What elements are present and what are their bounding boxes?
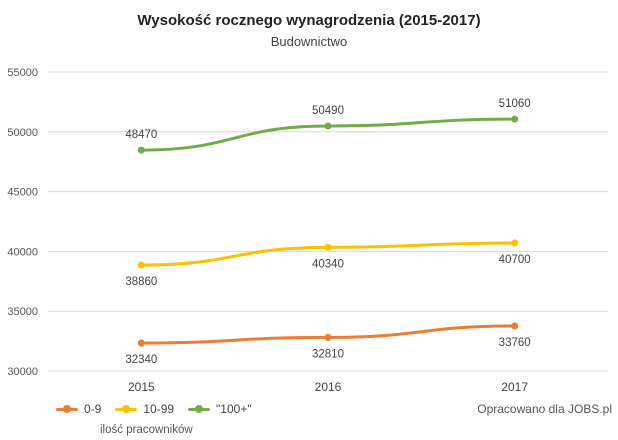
legend-item-0-9: 0-9	[56, 402, 101, 416]
data-point	[511, 239, 519, 247]
data-point	[324, 333, 332, 341]
legend-label: 10-99	[143, 402, 175, 416]
data-point	[511, 322, 519, 330]
legend: 0-9 10-99 "100+"	[56, 402, 252, 416]
data-point	[511, 115, 519, 123]
legend-item-10-99: 10-99	[115, 402, 174, 416]
legend-swatch	[115, 403, 138, 415]
x-tick-label: 2015	[128, 380, 155, 394]
y-tick-label: 35000	[7, 306, 38, 318]
legend-item-100-plus: "100+"	[188, 402, 252, 416]
source-note: Opracowano dla JOBS.pl	[477, 402, 612, 416]
data-point	[324, 243, 332, 251]
legend-swatch	[56, 403, 78, 415]
legend-note: ilość pracowników	[100, 424, 193, 436]
y-tick-label: 30000	[7, 366, 38, 378]
legend-swatch	[188, 403, 211, 415]
data-label: 40700	[499, 254, 531, 266]
data-label: 48470	[125, 129, 157, 141]
legend-label: 0-9	[84, 402, 102, 416]
x-tick-label: 2016	[315, 380, 342, 394]
legend-label: "100+"	[216, 402, 252, 416]
data-point	[137, 339, 145, 347]
data-label: 40340	[312, 258, 344, 270]
y-tick-label: 55000	[7, 67, 38, 79]
y-tick-label: 50000	[7, 127, 38, 139]
chart-subtitle: Budownictwo	[270, 34, 348, 49]
chart-title: Wysokość rocznego wynagrodzenia (2015-20…	[137, 12, 481, 29]
data-label: 32810	[312, 348, 344, 360]
x-tick-label: 2017	[501, 380, 528, 394]
data-point	[324, 122, 332, 130]
y-tick-label: 40000	[7, 246, 38, 258]
data-point	[137, 261, 145, 269]
data-label: 32340	[125, 354, 157, 366]
data-label: 50490	[312, 105, 344, 117]
data-label: 38860	[125, 276, 157, 288]
data-label: 33760	[499, 337, 531, 349]
y-tick-label: 45000	[7, 187, 38, 199]
data-point	[137, 146, 145, 154]
data-label: 51060	[499, 98, 531, 110]
